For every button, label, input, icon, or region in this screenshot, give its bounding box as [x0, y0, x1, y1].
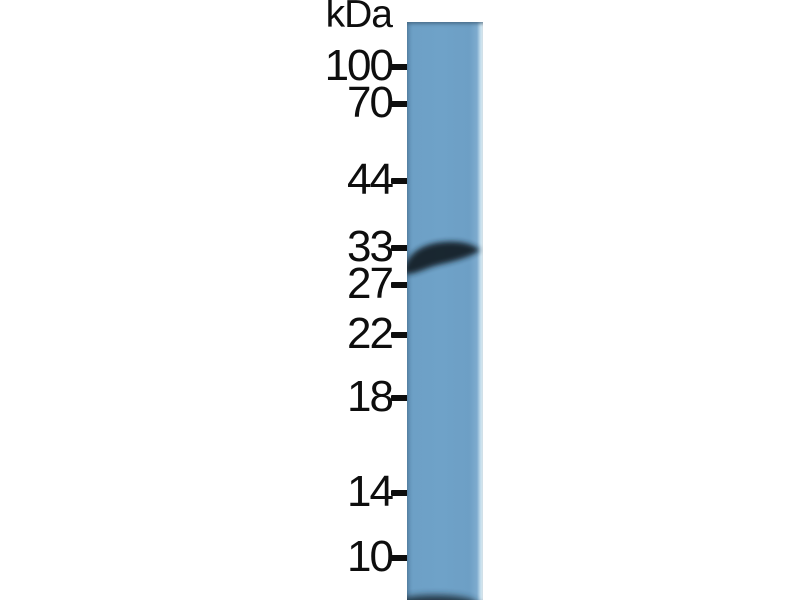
mw-marker-tick [391, 282, 412, 288]
mw-marker-label: 33 [347, 222, 394, 271]
mw-marker-tick [391, 395, 412, 401]
mw-marker-tick [391, 490, 412, 496]
mw-marker-label: 100 [324, 41, 394, 90]
protein-band [407, 241, 480, 274]
bottom-smudge [407, 595, 473, 600]
mw-marker-tick [391, 101, 412, 107]
kda-unit-label: kDa [325, 0, 393, 36]
mw-marker-tick [391, 555, 412, 561]
mw-marker-scale: 100 70 44 33 27 22 18 14 10 [324, 41, 412, 581]
mw-marker-tick [391, 178, 412, 184]
mw-marker-label: 22 [347, 309, 394, 358]
mw-marker-label: 10 [347, 532, 394, 581]
mw-marker-label: 70 [347, 78, 394, 127]
mw-marker-tick [391, 245, 412, 251]
mw-marker-label: 18 [347, 372, 394, 421]
mw-marker-label: 44 [347, 155, 394, 204]
mw-marker-tick [391, 332, 412, 338]
mw-marker-label: 14 [347, 467, 394, 516]
blot-lane [407, 22, 483, 600]
mw-marker-tick [391, 64, 412, 70]
protein-band-layer [407, 241, 480, 600]
mw-marker-label: 27 [347, 259, 394, 308]
